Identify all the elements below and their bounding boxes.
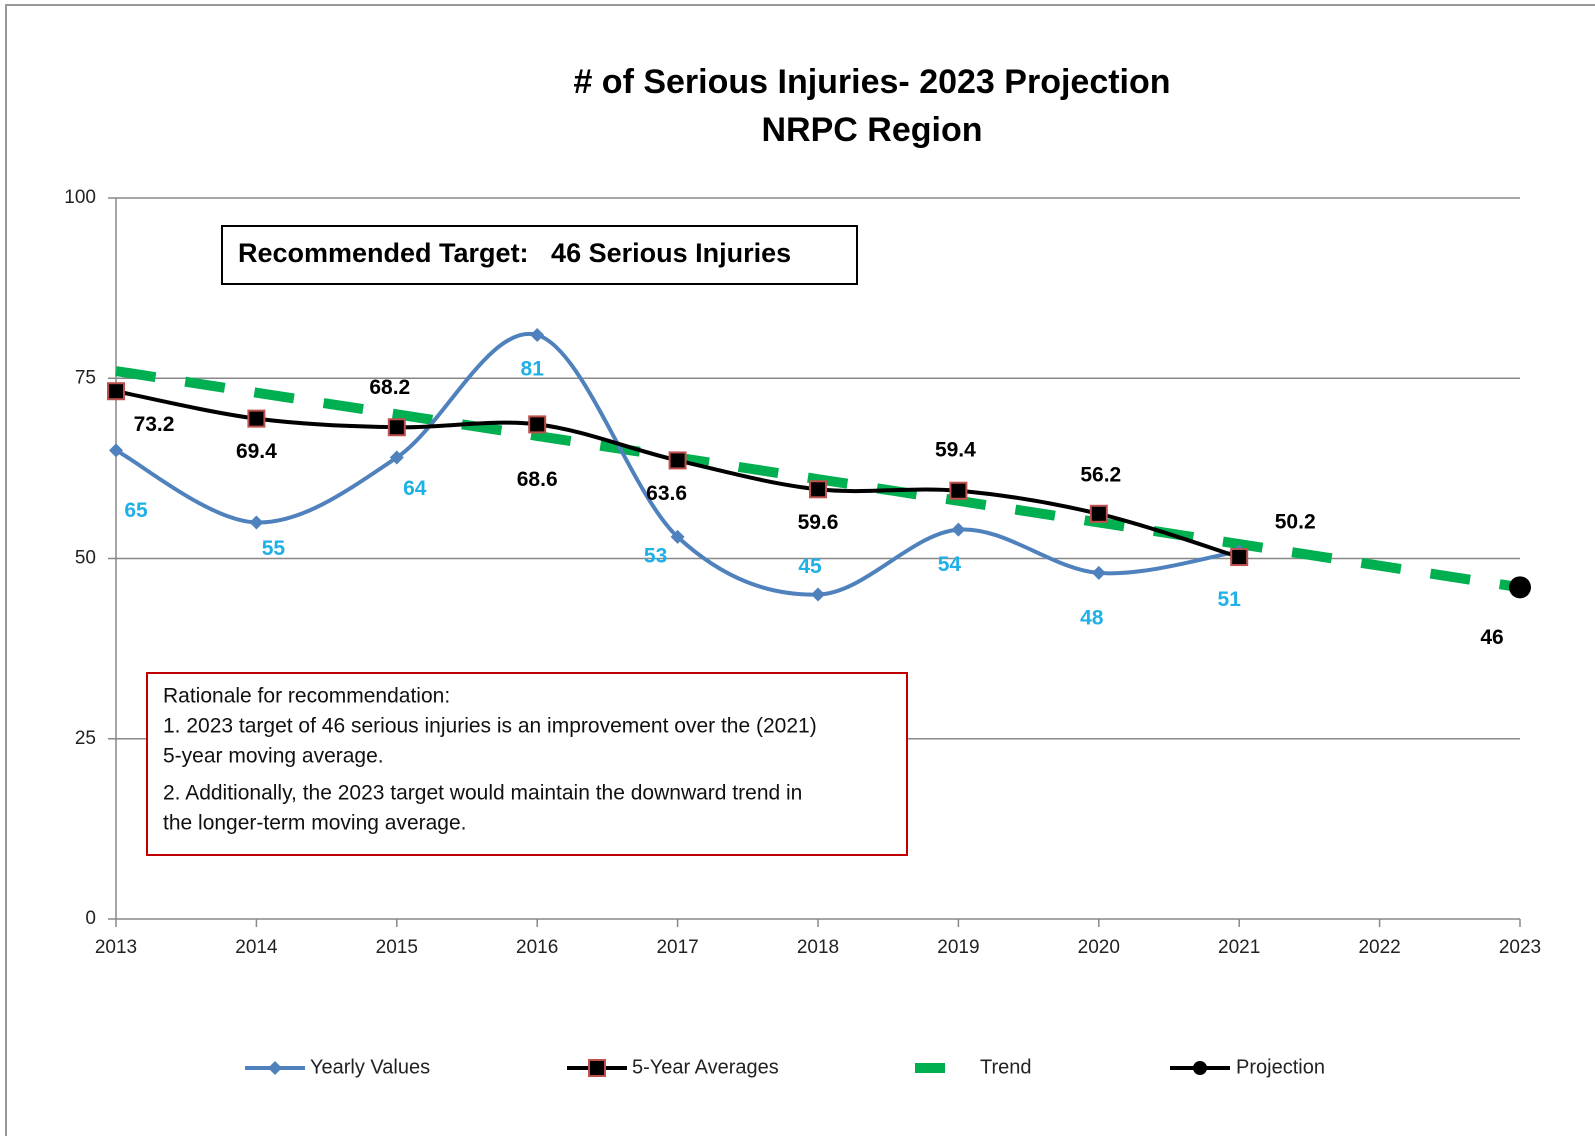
- point: [387, 418, 406, 437]
- rationale-text: 5-year moving average.: [163, 745, 384, 768]
- point: [249, 515, 264, 530]
- y-tick-label: 25: [75, 728, 96, 749]
- x-tick-label: 2015: [376, 937, 418, 958]
- series-line: [115, 366, 1521, 593]
- data-label: 73.2: [134, 413, 175, 436]
- point: [107, 382, 125, 401]
- data-label: 56.2: [1080, 463, 1121, 486]
- y-tick-label: 50: [75, 548, 96, 569]
- legend-marker: [268, 1061, 282, 1075]
- legend-label: 5-Year Averages: [632, 1056, 779, 1078]
- data-label: 81: [521, 358, 545, 381]
- data-label: 54: [938, 553, 962, 576]
- x-tick-label: 2021: [1218, 937, 1260, 958]
- data-label: 46: [1480, 626, 1503, 649]
- point: [811, 587, 825, 602]
- point: [247, 409, 266, 428]
- point: [530, 327, 545, 342]
- data-label: 55: [262, 537, 286, 560]
- point: [949, 481, 968, 500]
- data-label: 69.4: [236, 440, 277, 463]
- x-tick-label: 2023: [1499, 937, 1541, 958]
- data-label: 65: [124, 499, 148, 522]
- x-tick-label: 2016: [516, 937, 558, 958]
- point: [1230, 548, 1249, 567]
- x-tick-label: 2018: [797, 937, 839, 958]
- point: [1091, 565, 1106, 580]
- y-tick-label: 100: [64, 187, 96, 208]
- x-tick-label: 2019: [937, 937, 979, 958]
- data-label: 50.2: [1275, 511, 1316, 534]
- point: [1089, 504, 1108, 523]
- data-label: 48: [1080, 606, 1104, 629]
- rationale-box: [146, 672, 908, 856]
- data-label: 63.6: [646, 482, 687, 505]
- y-tick-label: 0: [85, 908, 96, 929]
- point: [528, 415, 547, 434]
- chart-subtitle: NRPC Region: [762, 111, 983, 149]
- legend-marker: [1193, 1061, 1207, 1075]
- x-tick-label: 2014: [235, 937, 278, 958]
- x-tick-label: 2013: [95, 937, 137, 958]
- legend-label: Trend: [980, 1056, 1032, 1078]
- point: [389, 450, 404, 465]
- x-tick-label: 2022: [1358, 937, 1400, 958]
- rationale-text: 2. Additionally, the 2023 target would m…: [163, 782, 802, 805]
- rationale-text: the longer-term moving average.: [163, 812, 467, 835]
- point: [809, 480, 827, 499]
- target-box: [221, 225, 858, 285]
- data-label: 59.6: [798, 511, 839, 534]
- point: [668, 451, 687, 470]
- legend-label: Yearly Values: [310, 1056, 430, 1078]
- data-label: 59.4: [935, 438, 976, 461]
- data-label: 51: [1218, 588, 1242, 611]
- data-label: 53: [644, 544, 667, 567]
- legend-label: Projection: [1236, 1056, 1325, 1078]
- point: [1509, 576, 1531, 599]
- series-line: [115, 331, 1240, 597]
- rationale-text: Rationale for recommendation:: [163, 685, 450, 708]
- rationale-text: 1. 2023 target of 46 serious injuries is…: [163, 715, 817, 738]
- y-tick-label: 75: [75, 367, 96, 388]
- target-text: Recommended Target: 46 Serious Injuries: [238, 238, 791, 268]
- legend-marker: [588, 1059, 606, 1077]
- data-label: 68.6: [517, 468, 558, 491]
- x-tick-label: 2017: [656, 937, 698, 958]
- point: [670, 529, 685, 544]
- chart-frame: [5, 4, 1595, 1136]
- x-tick-label: 2020: [1078, 937, 1120, 958]
- point: [951, 522, 966, 537]
- data-label: 64: [403, 477, 427, 500]
- data-label: 45: [798, 555, 822, 578]
- point: [109, 443, 123, 458]
- chart-title: # of Serious Injuries- 2023 Projection: [573, 63, 1170, 101]
- data-label: 68.2: [369, 376, 410, 399]
